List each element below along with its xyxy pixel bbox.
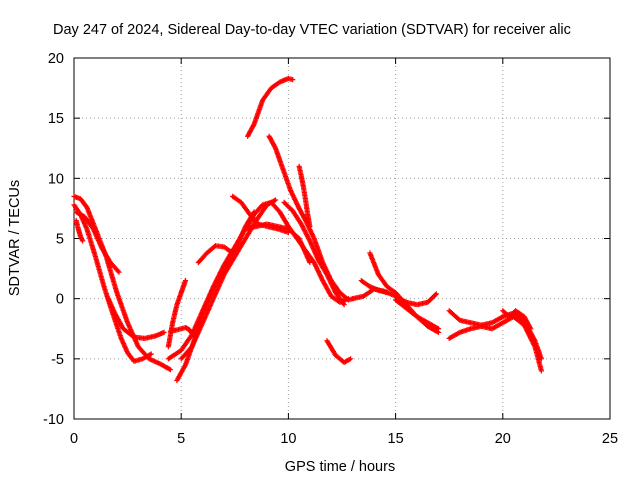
data-point <box>115 268 121 274</box>
data-point <box>538 368 544 374</box>
y-tick-label: 20 <box>48 51 64 67</box>
chart-title: Day 247 of 2024, Sidereal Day-to-day VTE… <box>53 22 571 38</box>
y-axis-label: SDTVAR / TECUs <box>7 180 23 296</box>
data-point <box>79 238 86 244</box>
data-point <box>148 351 154 357</box>
y-tick-label: -5 <box>51 352 64 368</box>
data-point <box>130 333 136 339</box>
data-point <box>435 326 442 332</box>
data-point <box>432 292 438 298</box>
x-tick-label: 5 <box>177 431 185 447</box>
data-point <box>341 302 347 308</box>
y-tick-label: -10 <box>43 412 64 428</box>
series-track-14 <box>245 75 296 139</box>
series-track-3 <box>73 209 122 275</box>
series-track-5 <box>105 296 167 341</box>
y-tick-label: 5 <box>56 232 64 248</box>
series-track-24 <box>446 314 544 374</box>
axis-ticks: 0 5 10 15 20 25 -10 -5 0 5 10 15 20 <box>43 51 618 447</box>
data-series <box>71 75 544 384</box>
data-point <box>167 367 174 373</box>
series-track-6 <box>165 278 189 350</box>
data-point <box>307 223 313 230</box>
series-track-18 <box>324 338 354 366</box>
data-point <box>433 291 439 297</box>
y-tick-label: 0 <box>56 292 64 308</box>
series-track-13 <box>245 199 352 305</box>
x-tick-label: 10 <box>280 431 296 447</box>
series-track-17 <box>296 163 313 230</box>
data-point <box>347 356 354 362</box>
data-point <box>272 197 279 203</box>
x-tick-label: 0 <box>70 431 78 447</box>
data-point <box>161 329 167 335</box>
series-track-2 <box>71 202 154 364</box>
series-track-9 <box>178 197 279 362</box>
x-tick-label: 20 <box>495 431 511 447</box>
series-track-10 <box>165 221 313 362</box>
x-tick-label: 15 <box>388 431 404 447</box>
data-point <box>182 278 189 284</box>
series-track-25 <box>500 308 534 332</box>
grid-lines <box>74 58 610 419</box>
y-tick-label: 10 <box>48 171 64 187</box>
series-track-4 <box>73 217 86 244</box>
series-track-22 <box>393 297 442 332</box>
series-track-21 <box>358 278 390 296</box>
series-track-11 <box>195 243 236 266</box>
series-track-16 <box>281 199 347 308</box>
data-point <box>290 77 296 83</box>
data-point <box>116 269 122 275</box>
y-tick-label: 15 <box>48 111 64 127</box>
data-point <box>384 290 390 296</box>
data-point <box>230 250 236 256</box>
data-point <box>528 326 534 332</box>
x-axis-label: GPS time / hours <box>285 459 395 475</box>
x-tick-label: 25 <box>602 431 618 447</box>
data-point <box>538 356 544 362</box>
